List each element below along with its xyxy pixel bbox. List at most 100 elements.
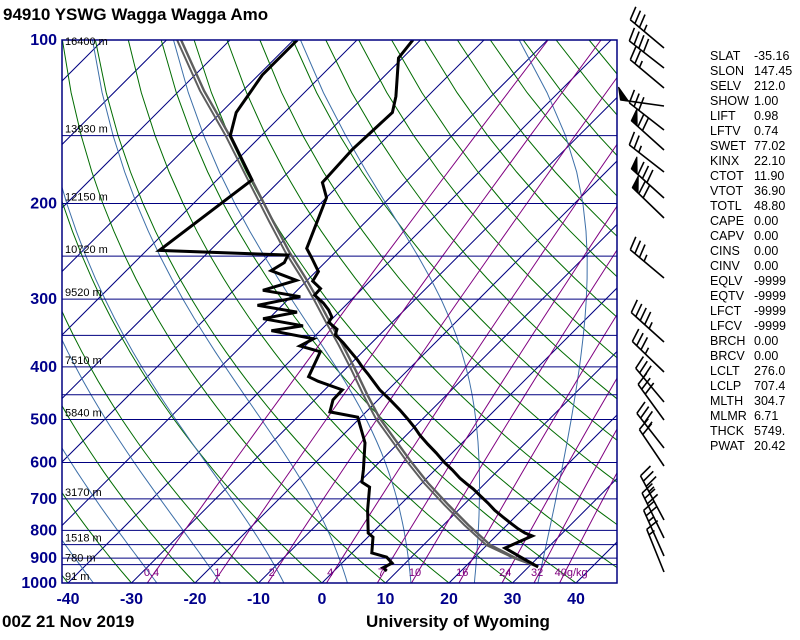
wind-barb-column (618, 6, 665, 573)
stats-row: BRCH 0.00 (710, 334, 798, 349)
stat-value: 0.98 (754, 109, 779, 123)
credit-label: University of Wyoming (366, 612, 550, 631)
pressure-axis-label: 500 (30, 412, 57, 429)
stat-label: BRCV (710, 349, 745, 363)
stat-label: SWET (710, 139, 747, 153)
wind-barb (628, 27, 665, 69)
pressure-axis-label: 700 (30, 491, 57, 508)
stat-label: SELV (710, 79, 742, 93)
stat-label: LIFT (710, 109, 736, 123)
stats-row: CAPV 0.00 (710, 229, 798, 244)
temp-axis-label: 0 (318, 591, 327, 608)
pressure-axis-label: 800 (30, 522, 57, 539)
stats-row: LIFT 0.98 (710, 109, 798, 124)
stat-value: 304.7 (754, 394, 786, 408)
stat-label: PWAT (710, 439, 745, 453)
height-label: 91 m (65, 571, 89, 583)
stat-label: MLMR (710, 409, 747, 423)
stats-row: EQLV -9999 (710, 274, 798, 289)
mixing-ratio-label: 10 (409, 567, 421, 579)
stat-value: 0.00 (754, 244, 779, 258)
temp-axis-label: -40 (56, 591, 79, 608)
temp-axis-label: 30 (504, 591, 522, 608)
stat-value: 147.45 (754, 64, 793, 78)
stats-row: TOTL 48.80 (710, 199, 798, 214)
mixing-ratio-label: 40g/kg (555, 567, 588, 579)
height-label: 5840 m (65, 408, 102, 420)
stat-label: SHOW (710, 94, 749, 108)
stats-row: BRCV 0.00 (710, 349, 798, 364)
stats-row: CAPE 0.00 (710, 214, 798, 229)
stat-value: 276.0 (754, 364, 786, 378)
height-label: 3170 m (65, 487, 102, 499)
stats-row: VTOT 36.90 (710, 184, 798, 199)
stat-value: 20.42 (754, 439, 786, 453)
stats-row: LCLP 707.4 (710, 379, 798, 394)
stat-value: -9999 (754, 289, 786, 303)
wind-barb (641, 482, 665, 539)
stat-value: 11.90 (754, 169, 785, 183)
stats-row: SLAT -35.16 (710, 49, 798, 64)
stat-value: 0.00 (754, 259, 779, 273)
pressure-axis-label: 600 (30, 455, 57, 472)
wind-barb (628, 89, 665, 131)
datetime-label: 00Z 21 Nov 2019 (2, 612, 135, 631)
wind-barb (630, 156, 665, 199)
stat-label: CINS (710, 244, 740, 258)
wind-barb (630, 108, 665, 151)
stat-label: CINV (710, 259, 740, 273)
stats-row: SHOW 1.00 (710, 94, 798, 109)
stat-value: -9999 (754, 274, 786, 288)
stat-label: SLON (710, 64, 745, 78)
stat-value: 212.0 (754, 79, 786, 93)
mixing-ratio-label: 24 (499, 567, 511, 579)
wind-barb (629, 6, 665, 49)
stats-row: KINX 22.10 (710, 154, 798, 169)
pressure-axis-label: 900 (30, 550, 57, 567)
stats-row: CINV 0.00 (710, 259, 798, 274)
temp-axis-label: 20 (440, 591, 458, 608)
stat-value: 0.00 (754, 229, 779, 243)
stat-value: 36.90 (754, 184, 786, 198)
stat-value: 6.71 (754, 409, 779, 423)
stat-value: 1.00 (754, 94, 779, 108)
stat-label: MLTH (710, 394, 744, 408)
mixing-ratio-labels: 0.4 1 2 4 7 10 16 24 32 40g/kg (144, 567, 588, 579)
mixing-ratio-label: 16 (456, 567, 468, 579)
mixing-ratio-label: 2 (269, 567, 275, 579)
temp-axis-label: -20 (183, 591, 206, 608)
stats-panel: SLAT -35.16 SLON 147.45 SELV 212.0 SHOW 1.00 LIF… (710, 49, 798, 454)
stat-value: 22.10 (754, 154, 786, 168)
mixing-ratio-label: 7 (378, 567, 384, 579)
stat-value: 48.80 (754, 199, 786, 213)
height-labels: 16400 m 13930 m 12150 m 10720 m 9520 m 7510 m… (65, 36, 108, 583)
wind-barb (629, 236, 665, 279)
wind-barb (631, 328, 665, 373)
wind-barb (642, 500, 665, 557)
pressure-axis-label: 400 (30, 359, 57, 376)
temp-axis-label: -30 (120, 591, 143, 608)
wind-barb (629, 46, 665, 89)
temp-axis-label: -10 (247, 591, 270, 608)
wind-barb (631, 175, 665, 219)
stat-label: EQTV (710, 289, 745, 303)
stat-label: LCLT (710, 364, 740, 378)
stat-value: 707.4 (754, 379, 786, 393)
stat-value: -35.16 (754, 49, 790, 63)
pressure-axis-label: 1000 (21, 575, 57, 592)
wind-barb (637, 372, 665, 421)
stat-label: LCLP (710, 379, 742, 393)
stat-label: CAPE (710, 214, 745, 228)
stat-value: -9999 (754, 319, 786, 333)
stat-label: TOTL (710, 199, 742, 213)
stat-value: 77.02 (754, 139, 786, 153)
plot-border (61, 39, 618, 584)
temperature-axis: -40 -30 -20 -10 0 10 20 30 40 (56, 591, 585, 608)
height-label: 10720 m (65, 244, 108, 256)
mixing-ratio-label: 0.4 (144, 567, 159, 579)
stats-row: PWAT 20.42 (710, 439, 798, 454)
wind-barb (638, 418, 665, 467)
stats-row: SWET 77.02 (710, 139, 798, 154)
height-label: 9520 m (65, 287, 102, 299)
stat-value: 0.74 (754, 124, 779, 138)
